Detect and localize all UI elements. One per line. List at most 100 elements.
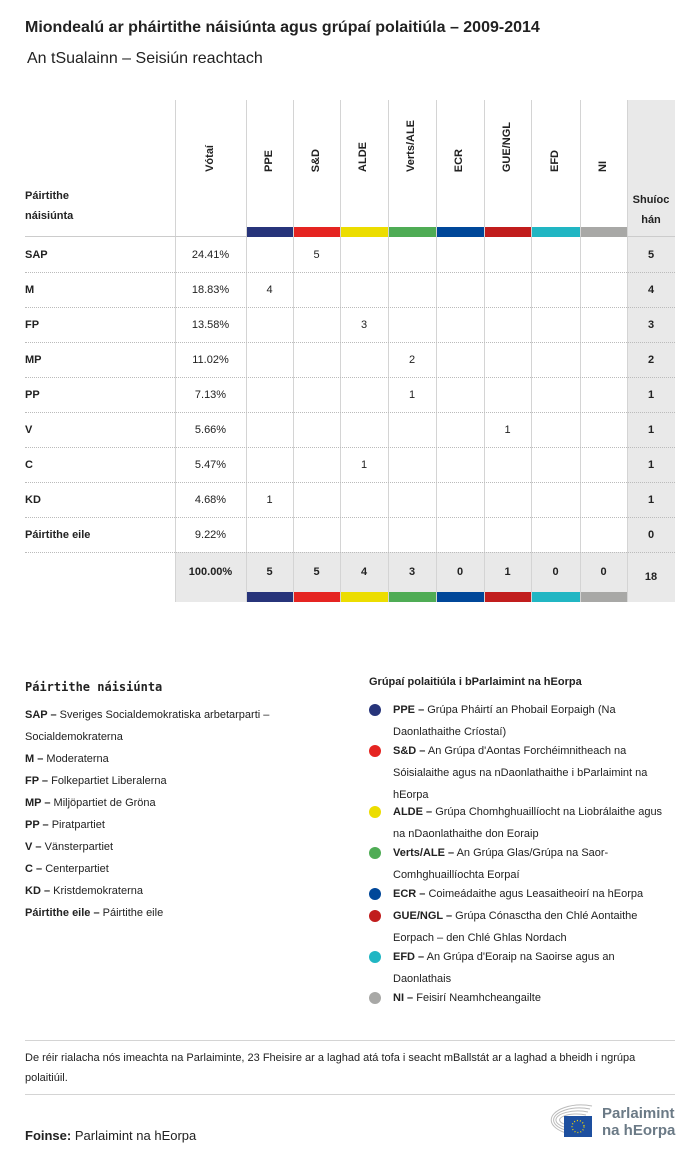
row-seats: 1 [647,423,655,436]
row-votes: 5.47% [194,458,227,471]
column-divider [484,100,485,602]
total-seats: 18 [644,571,658,583]
column-divider [627,100,628,602]
legend-name: Grúpa Chomhghuaillíocht na Liobrálaithe … [393,806,663,840]
row-group-seats [388,447,436,482]
row-group-seats [388,307,436,342]
legend-name: Vänsterpartiet [44,841,114,853]
group-header-1: S&D [309,148,322,172]
row-group-seats: 2 [408,353,416,366]
row-group-seats [484,237,531,272]
row-party: Páirtithe eile [25,528,91,541]
column-divider [293,100,294,602]
row-votes: 5.66% [194,423,227,436]
row-divider [25,342,675,343]
total-group-seats: 5 [266,566,273,578]
row-seats: 1 [647,493,655,506]
source-label: Foinse: [25,1128,72,1143]
total-group-seats: 1 [504,566,511,578]
row-group-seats [580,447,627,482]
row-group-seats [484,307,531,342]
legend-abbr: C – [25,863,43,875]
legend-abbr: NI – [393,992,414,1004]
row-votes: 18.83% [191,283,230,296]
row-group-seats [436,237,484,272]
row-group-seats [293,307,340,342]
column-divider [246,100,247,602]
row-group-seats [531,412,580,447]
row-seats: 5 [647,248,655,261]
legend-party-item: PP – Piratpartiet [25,814,345,836]
legend-parties-heading: Páirtithe náisiúnta [25,680,163,694]
row-votes: 4.68% [194,493,227,506]
row-group-seats [340,272,388,307]
row-group-seats [246,517,293,552]
row-party: PP [25,388,40,401]
column-divider [531,100,532,602]
group-color-bar-bottom [485,592,531,602]
row-group-seats [436,307,484,342]
legend-groups-heading: Grúpaí polaitiúla i bParlaimint na hEorp… [369,676,582,688]
group-header-2: ALDE [357,142,369,172]
page-subtitle: An tSualainn – Seisiún reachtach [27,50,263,67]
row-seats: 4 [647,283,655,296]
row-party: SAP [25,248,48,261]
row-group-seats [531,237,580,272]
row-party: C [25,458,33,471]
row-group-seats [531,447,580,482]
legend-name: Grúpa Pháirtí an Phobail Eorpaigh (Na Da… [393,704,616,738]
legend-name: Moderaterna [46,753,109,765]
row-group-seats [436,517,484,552]
group-color-bar [294,227,340,237]
row-group-seats [484,482,531,517]
row-group-seats [531,482,580,517]
row-seats: 3 [647,318,655,331]
row-group-seats [531,377,580,412]
row-group-seats [531,517,580,552]
group-color-bar-bottom [341,592,388,602]
legend-group-item: Verts/ALE – An Grúpa Glas/Grúpa na Saor-… [369,842,669,886]
row-group-seats [436,342,484,377]
group-color-bar [532,227,580,237]
row-group-seats [246,342,293,377]
row-divider [25,377,675,378]
legend-name: Grúpa Cónasctha den Chlé Aontaithe Eorpa… [393,910,638,944]
row-group-seats [580,482,627,517]
legend-abbr: EFD – [393,951,425,963]
party-header: Páirtithe náisiúnta [25,190,74,222]
column-divider [175,100,176,602]
row-party: MP [25,353,42,366]
group-color-bar [341,227,388,237]
row-group-seats [246,412,293,447]
votes-header: Vótaí [204,145,216,172]
legend-name: An Grúpa d'Aontas Forchéimnitheach na Só… [393,745,648,801]
legend-abbr: MP – [25,797,51,809]
row-group-seats [484,447,531,482]
row-group-seats [388,412,436,447]
group-header-7: NI [596,161,609,172]
row-group-seats [293,377,340,412]
legend-group-item: ALDE – Grúpa Chomhghuaillíocht na Liobrá… [369,801,669,845]
legend-group-item: PPE – Grúpa Pháirtí an Phobail Eorpaigh … [369,699,669,743]
legend-abbr: V – [25,841,42,853]
group-color-bar-bottom [294,592,340,602]
row-divider [25,272,675,273]
row-group-seats [436,482,484,517]
column-divider [580,100,581,602]
total-group-seats: 0 [600,566,607,578]
group-color-dot-icon [369,847,381,859]
row-group-seats [246,237,293,272]
row-group-seats [293,517,340,552]
row-group-seats: 4 [266,283,273,296]
group-color-dot-icon [369,992,381,1004]
legend-party-item: M – Moderaterna [25,748,345,770]
group-header-5: GUE/NGL [500,121,513,172]
total-group-seats: 0 [456,566,464,578]
column-divider [436,100,437,602]
row-group-seats [531,272,580,307]
row-group-seats [580,377,627,412]
row-group-seats [340,342,388,377]
column-divider [388,100,389,602]
source: Foinse: Parlaimint na hEorpa [25,1128,196,1143]
footnote: De réir rialacha nós imeachta na Parlaim… [25,1052,636,1084]
